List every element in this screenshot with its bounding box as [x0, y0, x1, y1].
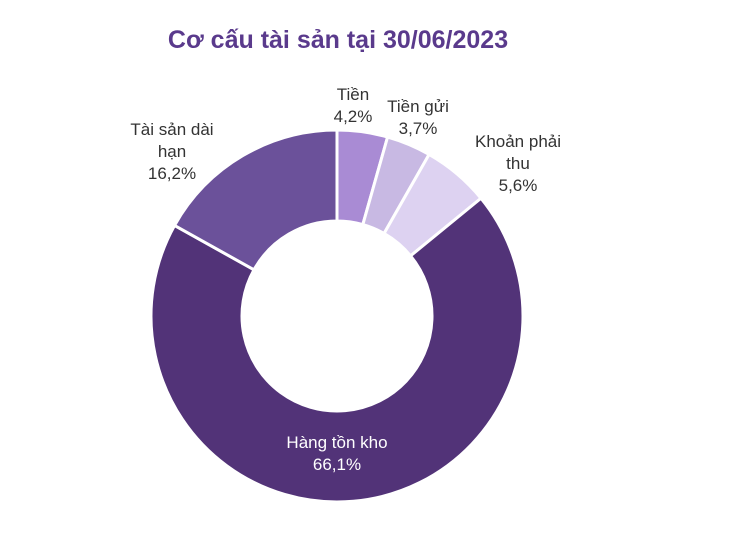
- slice-value: 4,2%: [334, 107, 373, 126]
- slice-label-khoan-phai-thu: Khoản phải thu 5,6%: [475, 132, 561, 195]
- slice-label-tien: Tiền 4,2%: [334, 85, 373, 126]
- slice-label-hang-ton-kho: Hàng tồn kho 66,1%: [286, 433, 387, 474]
- slice-name-line: Tài sản dài: [130, 120, 213, 139]
- slice-value: 3,7%: [399, 119, 438, 138]
- chart-title: Cơ cấu tài sản tại 30/06/2023: [167, 26, 509, 54]
- slice-name-line: Khoản phải: [475, 132, 561, 151]
- slice-name-line: Tiền gửi: [387, 97, 449, 116]
- slice-tai-san-dai-han: [172, 128, 339, 272]
- slice-name-line: Hàng tồn kho: [286, 433, 387, 452]
- slice-label-tai-san-dai-han: Tài sản dài hạn 16,2%: [130, 120, 213, 183]
- slice-hang-ton-kho: [149, 196, 525, 504]
- slice-value: 5,6%: [499, 176, 538, 195]
- slice-name-line: Tiền: [337, 85, 369, 104]
- slice-name-line: hạn: [158, 142, 186, 161]
- slice-label-tien-gui: Tiền gửi 3,7%: [387, 97, 449, 138]
- slice-value: 66,1%: [313, 455, 361, 474]
- slice-name-line: thu: [506, 154, 530, 173]
- slice-value: 16,2%: [148, 164, 196, 183]
